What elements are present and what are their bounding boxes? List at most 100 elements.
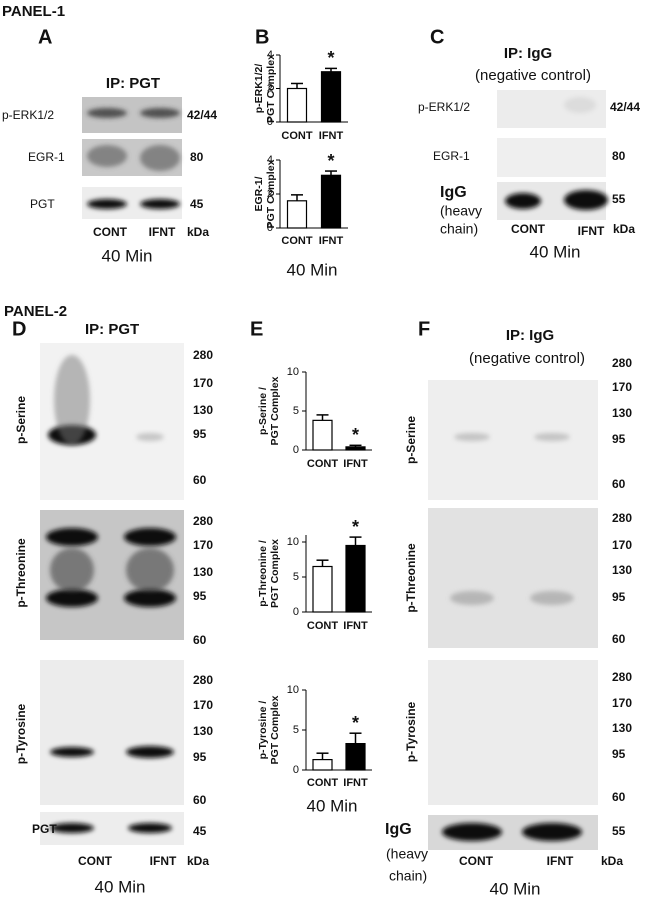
x-tick-label: CONT — [281, 130, 312, 142]
label: CONT — [459, 854, 494, 868]
label: 55 — [612, 192, 626, 206]
label: CONT — [93, 225, 128, 239]
y-axis-label: PGT Complex — [269, 376, 281, 445]
y-tick-label: 0 — [267, 116, 273, 128]
annotation: * — [352, 425, 359, 445]
bar — [312, 565, 333, 613]
label: 170 — [193, 376, 213, 390]
y-tick-label: 10 — [287, 366, 299, 378]
label: (negative control) — [475, 67, 591, 84]
y-tick-label: 5 — [293, 724, 299, 736]
blot-band — [124, 528, 176, 546]
y-axis-label: PGT Complex — [265, 54, 277, 123]
label: 95 — [612, 432, 626, 446]
blot-band — [442, 823, 502, 841]
label: p-ERK1/2 — [2, 108, 54, 122]
blot-band — [505, 193, 541, 209]
label: EGR-1 — [28, 150, 65, 164]
label: 170 — [612, 380, 632, 394]
blot — [40, 660, 184, 805]
label: 95 — [612, 590, 626, 604]
label: kDa — [187, 854, 209, 868]
label: 130 — [193, 565, 213, 579]
blot-band — [46, 528, 98, 546]
label: 95 — [193, 427, 207, 441]
y-tick-label: 0 — [293, 606, 299, 618]
y-tick-label: 10 — [287, 536, 299, 548]
blot-band — [564, 190, 608, 210]
label: IP: PGT — [106, 75, 160, 92]
y-tick-label: 0 — [293, 444, 299, 456]
label: EGR-1 — [433, 149, 470, 163]
blot-band — [87, 145, 127, 167]
label: (heavy — [440, 203, 482, 219]
label: 130 — [612, 563, 632, 577]
blot-band — [87, 108, 127, 118]
label: C — [430, 26, 444, 48]
bar — [312, 419, 333, 451]
blot-band — [140, 108, 180, 118]
label: PANEL-1 — [2, 3, 65, 20]
label: 170 — [612, 538, 632, 552]
label: 60 — [193, 473, 207, 487]
label: 280 — [612, 670, 632, 684]
y-tick-label: 2 — [267, 82, 273, 94]
label: 280 — [612, 511, 632, 525]
label: IP: IgG — [504, 45, 552, 62]
x-tick-label: IFNT — [343, 458, 368, 470]
label: 130 — [612, 406, 632, 420]
label: IgG — [385, 821, 412, 838]
label: 45 — [193, 824, 207, 838]
label: 170 — [612, 696, 632, 710]
annotation: * — [327, 151, 334, 171]
y-tick-label: 4 — [267, 154, 273, 166]
x-tick-label: CONT — [307, 458, 338, 470]
y-axis-label: PGT Complex — [269, 695, 281, 764]
bar — [345, 544, 366, 613]
bar — [345, 446, 366, 451]
blot — [428, 660, 598, 805]
label: PANEL-2 — [4, 303, 67, 320]
label: 60 — [612, 477, 626, 491]
blot-band — [54, 355, 90, 445]
label: PGT — [32, 822, 57, 836]
label: D — [12, 318, 26, 340]
y-tick-label: 0 — [267, 222, 273, 234]
label: (heavy — [386, 846, 428, 862]
x-tick-label: IFNT — [343, 777, 368, 789]
x-tick-label: IFNT — [343, 620, 368, 632]
bar — [345, 742, 366, 771]
annotation: * — [352, 713, 359, 733]
blot — [428, 380, 598, 500]
label: 130 — [193, 403, 213, 417]
x-tick-label: IFNT — [319, 235, 344, 247]
x-tick-label: CONT — [307, 777, 338, 789]
y-tick-label: 10 — [287, 684, 299, 696]
label: CONT — [78, 854, 113, 868]
label: (negative control) — [469, 350, 585, 367]
blot-band — [126, 746, 174, 758]
label: 80 — [190, 150, 204, 164]
label: p-Serine — [14, 396, 28, 444]
blot-band — [46, 589, 98, 607]
label: 60 — [193, 793, 207, 807]
blot-band — [124, 589, 176, 607]
label: kDa — [187, 225, 209, 239]
label: 170 — [193, 538, 213, 552]
blot-band — [140, 199, 180, 209]
label: IP: PGT — [85, 321, 139, 338]
blot-band — [454, 433, 490, 441]
annotation: * — [327, 48, 334, 68]
blot-band — [534, 433, 570, 441]
label: 40 Min — [529, 242, 580, 261]
label: 280 — [193, 673, 213, 687]
blot-band — [564, 97, 596, 113]
label: PGT — [30, 197, 55, 211]
y-tick-label: 4 — [267, 49, 273, 61]
label: 40 Min — [94, 877, 145, 896]
blot-band — [136, 433, 164, 441]
bar — [312, 758, 333, 771]
label: 95 — [193, 750, 207, 764]
y-axis-label: PGT Complex — [269, 539, 281, 608]
